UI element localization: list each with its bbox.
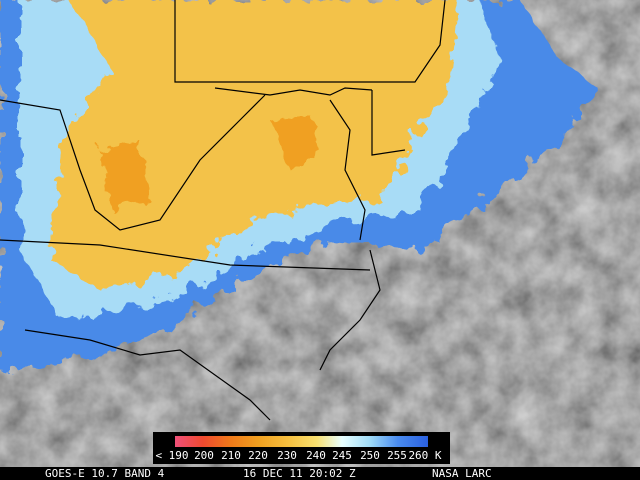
colorbar: [175, 436, 428, 447]
colorbar-label: 230: [277, 449, 297, 462]
caption-bar: [0, 467, 640, 480]
colorbar-labels: < 190 200 210 220 230 240 245 250 255 260 K: [155, 449, 441, 462]
caption-time: 16 DEC 11 20:02 Z: [243, 467, 356, 480]
colorbar-label: 260 K: [408, 449, 441, 462]
cloud-tops: [0, 0, 600, 370]
caption-source: NASA LARC: [432, 467, 492, 480]
state-borders: [0, 0, 445, 420]
colorbar-label: 255: [387, 449, 407, 462]
colorbar-label: 250: [360, 449, 380, 462]
colorbar-label: 240: [306, 449, 326, 462]
colorbar-label: 220: [248, 449, 268, 462]
colorbar-label: < 190: [155, 449, 188, 462]
colorbar-label: 245: [332, 449, 352, 462]
colorbar-label: 200: [194, 449, 214, 462]
caption-satellite: GOES-E 10.7 BAND 4: [45, 467, 165, 480]
colorbar-label: 210: [221, 449, 241, 462]
